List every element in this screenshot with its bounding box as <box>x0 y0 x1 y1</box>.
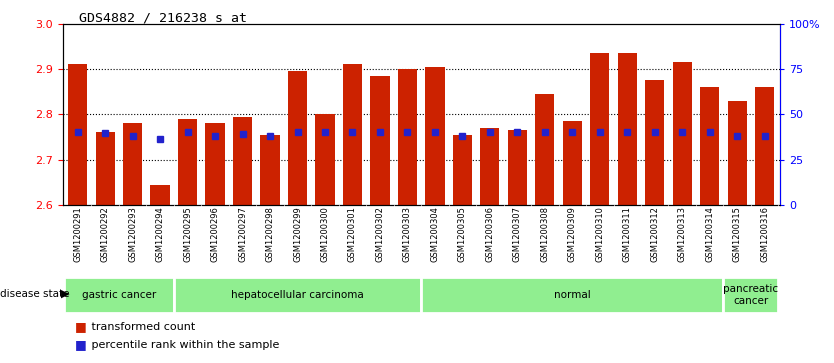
Text: disease state: disease state <box>0 289 73 299</box>
Bar <box>618 53 637 205</box>
Text: ■: ■ <box>75 338 87 351</box>
Bar <box>755 87 774 205</box>
Bar <box>315 114 334 205</box>
Bar <box>425 67 445 205</box>
Bar <box>64 277 173 313</box>
Bar <box>590 53 610 205</box>
Bar <box>173 277 421 313</box>
Bar <box>178 119 197 205</box>
Bar <box>727 101 746 205</box>
Bar <box>96 132 115 205</box>
Bar <box>453 135 472 205</box>
Bar <box>398 69 417 205</box>
Text: hepatocellular carcinoma: hepatocellular carcinoma <box>231 290 364 300</box>
Bar <box>480 128 500 205</box>
Bar <box>723 277 778 313</box>
Bar <box>563 121 582 205</box>
Bar <box>260 135 279 205</box>
Bar <box>123 123 143 205</box>
Text: percentile rank within the sample: percentile rank within the sample <box>88 340 279 350</box>
Bar <box>288 71 307 205</box>
Bar <box>646 80 665 205</box>
Bar <box>535 94 555 205</box>
Text: normal: normal <box>554 290 590 300</box>
Text: gastric cancer: gastric cancer <box>82 290 156 300</box>
Bar <box>205 123 224 205</box>
Bar <box>700 87 720 205</box>
Text: GDS4882 / 216238_s_at: GDS4882 / 216238_s_at <box>79 11 247 24</box>
Text: ■: ■ <box>75 320 87 333</box>
Text: ▶: ▶ <box>61 289 69 299</box>
Bar <box>421 277 723 313</box>
Bar <box>672 62 692 205</box>
Bar <box>370 76 389 205</box>
Bar <box>343 64 362 205</box>
Text: pancreatic
cancer: pancreatic cancer <box>723 284 778 306</box>
Bar <box>508 130 527 205</box>
Text: transformed count: transformed count <box>88 322 195 332</box>
Bar <box>233 117 252 205</box>
Bar <box>150 185 170 205</box>
Bar <box>68 64 88 205</box>
